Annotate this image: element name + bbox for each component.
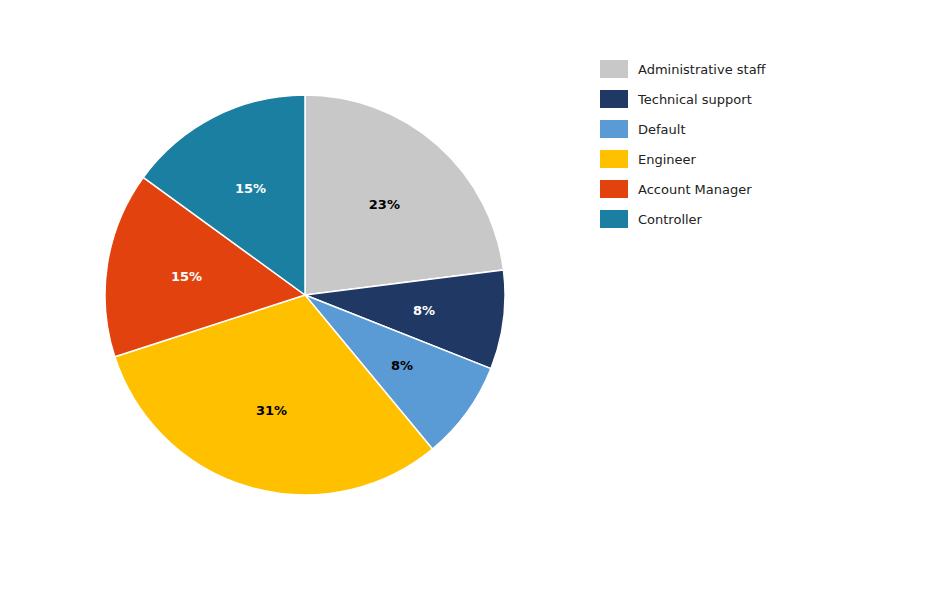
legend-item: Account Manager bbox=[600, 180, 752, 198]
data-label: 8% bbox=[391, 358, 413, 373]
legend-item: Engineer bbox=[600, 150, 697, 168]
data-label: 15% bbox=[171, 269, 202, 284]
legend-label: Administrative staff bbox=[638, 62, 767, 77]
data-label: 8% bbox=[413, 303, 435, 318]
pie-slice bbox=[143, 95, 305, 295]
legend-item: Administrative staff bbox=[600, 60, 767, 78]
legend-swatch bbox=[600, 210, 628, 228]
pie-slice bbox=[305, 95, 503, 295]
legend-swatch bbox=[600, 90, 628, 108]
legend-item: Controller bbox=[600, 210, 703, 228]
legend-item: Technical support bbox=[600, 90, 752, 108]
legend-swatch bbox=[600, 60, 628, 78]
legend-label: Technical support bbox=[637, 92, 752, 107]
chart: 23% 8% 8% 31% 15% 15% Administrative staff Tech… bbox=[0, 0, 938, 591]
legend: Administrative staff Technical support Def… bbox=[600, 60, 767, 228]
data-label: 23% bbox=[369, 197, 400, 212]
pie bbox=[105, 95, 505, 495]
legend-label: Account Manager bbox=[638, 182, 752, 197]
legend-swatch bbox=[600, 180, 628, 198]
data-label: 31% bbox=[256, 403, 287, 418]
legend-label: Controller bbox=[638, 212, 703, 227]
legend-swatch bbox=[600, 150, 628, 168]
chart-container: 23% 8% 8% 31% 15% 15% Administrative staff Tech… bbox=[0, 0, 938, 591]
legend-item: Default bbox=[600, 120, 686, 138]
legend-label: Engineer bbox=[638, 152, 697, 167]
data-label: 15% bbox=[235, 181, 266, 196]
legend-label: Default bbox=[638, 122, 686, 137]
data-labels: 23% 8% 8% 31% 15% 15% bbox=[171, 181, 435, 418]
legend-swatch bbox=[600, 120, 628, 138]
